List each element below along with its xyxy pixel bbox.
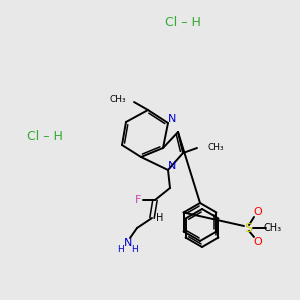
Text: Cl – H: Cl – H <box>27 130 63 143</box>
Text: CH₃: CH₃ <box>264 223 282 233</box>
Text: CH₃: CH₃ <box>110 94 126 103</box>
Text: N: N <box>124 238 132 248</box>
Text: CH₃: CH₃ <box>207 143 224 152</box>
Text: H: H <box>132 244 138 253</box>
Text: Cl – H: Cl – H <box>165 16 201 28</box>
Text: O: O <box>254 237 262 247</box>
Text: H: H <box>118 244 124 253</box>
Text: O: O <box>254 207 262 217</box>
Text: N: N <box>168 161 176 171</box>
Text: N: N <box>168 114 176 124</box>
Text: H: H <box>156 213 164 223</box>
Text: F: F <box>135 195 141 205</box>
Text: S: S <box>244 221 252 235</box>
